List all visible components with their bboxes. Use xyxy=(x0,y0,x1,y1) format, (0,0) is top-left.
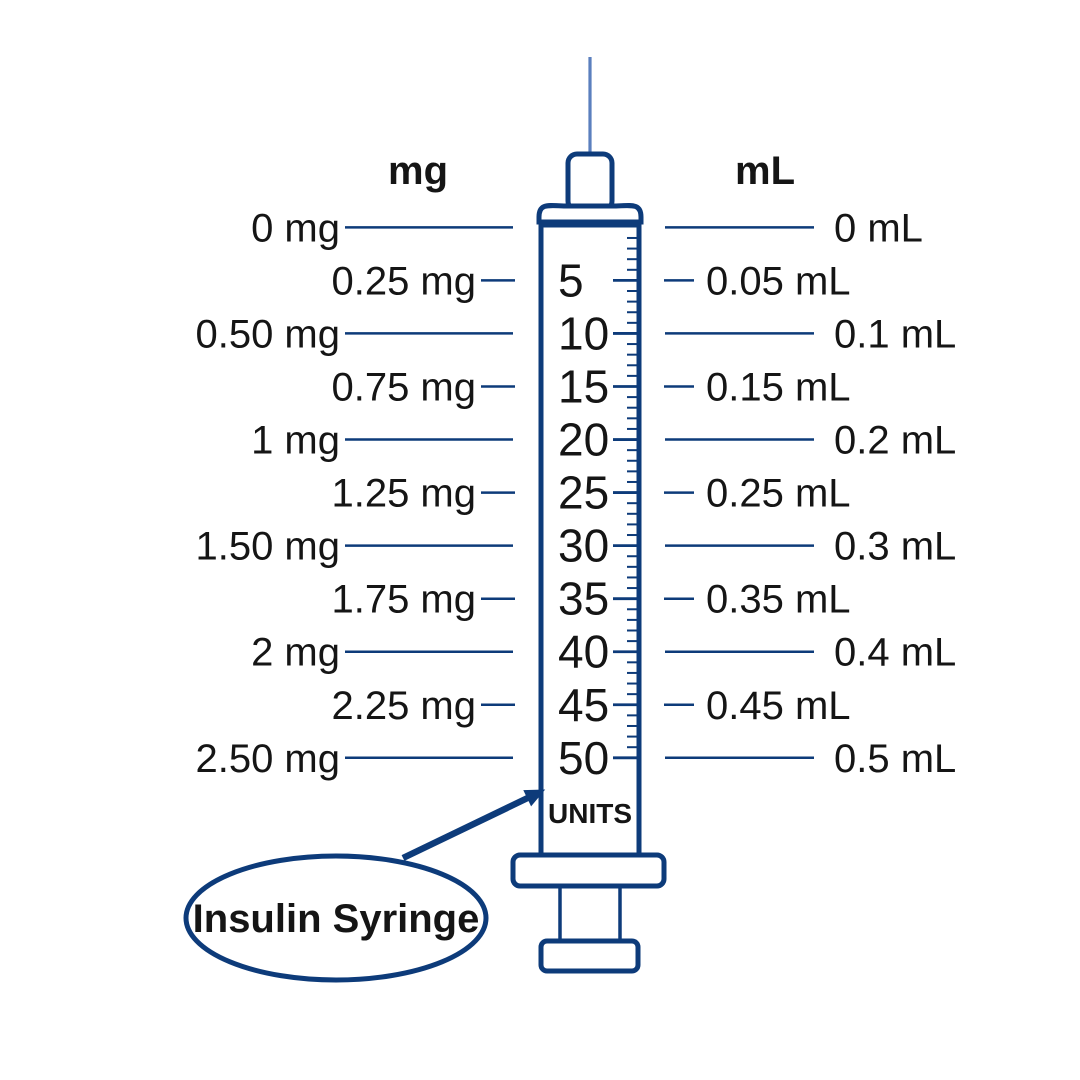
svg-text:2 mg: 2 mg xyxy=(251,631,340,675)
svg-text:0.15 mL: 0.15 mL xyxy=(706,366,851,410)
svg-text:0.4 mL: 0.4 mL xyxy=(834,631,956,675)
svg-text:15: 15 xyxy=(558,360,609,412)
svg-text:1.25 mg: 1.25 mg xyxy=(331,472,476,516)
svg-text:0 mg: 0 mg xyxy=(251,206,340,250)
svg-text:50: 50 xyxy=(558,732,609,784)
svg-text:UNITS: UNITS xyxy=(548,798,632,829)
svg-text:25: 25 xyxy=(558,467,609,519)
svg-text:0.35 mL: 0.35 mL xyxy=(706,578,851,622)
svg-text:0.5 mL: 0.5 mL xyxy=(834,737,956,781)
svg-text:0.05 mL: 0.05 mL xyxy=(706,259,851,303)
svg-text:45: 45 xyxy=(558,679,609,731)
svg-text:2.25 mg: 2.25 mg xyxy=(331,684,476,728)
svg-text:1.50 mg: 1.50 mg xyxy=(195,525,340,569)
svg-text:1.75 mg: 1.75 mg xyxy=(331,578,476,622)
svg-text:0.50 mg: 0.50 mg xyxy=(195,312,340,356)
svg-text:mg: mg xyxy=(388,149,448,193)
svg-text:30: 30 xyxy=(558,520,609,572)
svg-text:0.2 mL: 0.2 mL xyxy=(834,419,956,463)
svg-text:0.75 mg: 0.75 mg xyxy=(331,366,476,410)
svg-text:0.1 mL: 0.1 mL xyxy=(834,312,956,356)
svg-text:0.3 mL: 0.3 mL xyxy=(834,525,956,569)
svg-text:mL: mL xyxy=(735,149,795,193)
svg-text:1 mg: 1 mg xyxy=(251,419,340,463)
svg-text:0 mL: 0 mL xyxy=(834,206,923,250)
svg-text:10: 10 xyxy=(558,307,609,359)
svg-text:40: 40 xyxy=(558,626,609,678)
svg-text:Insulin Syringe: Insulin Syringe xyxy=(193,897,480,941)
svg-text:2.50 mg: 2.50 mg xyxy=(195,737,340,781)
svg-text:20: 20 xyxy=(558,414,609,466)
svg-text:35: 35 xyxy=(558,573,609,625)
svg-text:5: 5 xyxy=(558,254,584,306)
svg-text:0.25 mg: 0.25 mg xyxy=(331,259,476,303)
svg-text:0.45 mL: 0.45 mL xyxy=(706,684,851,728)
svg-text:0.25 mL: 0.25 mL xyxy=(706,472,851,516)
